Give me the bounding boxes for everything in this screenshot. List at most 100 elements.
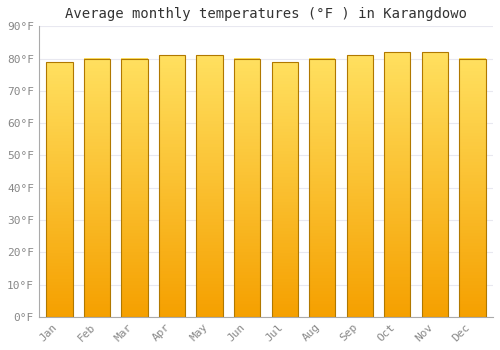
Bar [234, 243, 260, 246]
Bar [346, 166, 373, 170]
Bar [422, 191, 448, 194]
Bar [460, 214, 485, 217]
Bar [196, 81, 223, 85]
Bar [384, 284, 410, 287]
Bar [196, 68, 223, 72]
Bar [346, 189, 373, 192]
Bar [196, 225, 223, 229]
Bar [122, 94, 148, 97]
Bar [159, 209, 185, 212]
Bar [460, 97, 485, 100]
Bar [309, 75, 336, 78]
Bar [460, 142, 485, 146]
Bar [122, 291, 148, 294]
Bar [122, 159, 148, 162]
Bar [46, 138, 72, 141]
Bar [422, 244, 448, 247]
Bar [422, 112, 448, 115]
Bar [122, 265, 148, 268]
Bar [196, 274, 223, 278]
Bar [46, 97, 72, 100]
Bar [234, 133, 260, 136]
Bar [159, 166, 185, 170]
Bar [460, 75, 485, 78]
Bar [272, 132, 298, 135]
Bar [384, 303, 410, 307]
Bar [84, 113, 110, 117]
Bar [122, 230, 148, 233]
Bar [46, 314, 72, 317]
Bar [384, 300, 410, 303]
Bar [46, 272, 72, 275]
Bar [46, 71, 72, 75]
Bar [272, 205, 298, 208]
Bar [84, 172, 110, 175]
Bar [460, 104, 485, 107]
Bar [122, 197, 148, 201]
Bar [196, 169, 223, 173]
Bar [346, 130, 373, 134]
Bar [309, 226, 336, 230]
Bar [159, 254, 185, 258]
Bar [309, 184, 336, 188]
Bar [460, 220, 485, 223]
Bar [346, 62, 373, 65]
Bar [309, 97, 336, 100]
Bar [234, 149, 260, 152]
Bar [422, 204, 448, 208]
Bar [460, 284, 485, 288]
Bar [384, 188, 410, 191]
Bar [122, 191, 148, 194]
Bar [460, 110, 485, 113]
Bar [346, 219, 373, 222]
Bar [159, 290, 185, 294]
Bar [46, 215, 72, 218]
Bar [309, 191, 336, 194]
Bar [384, 141, 410, 145]
Bar [159, 114, 185, 118]
Bar [122, 175, 148, 178]
Bar [46, 75, 72, 78]
Bar [346, 215, 373, 219]
Bar [346, 258, 373, 261]
Bar [272, 282, 298, 285]
Bar [122, 268, 148, 272]
Bar [122, 81, 148, 84]
Bar [234, 217, 260, 220]
Bar [422, 294, 448, 297]
Bar [196, 179, 223, 183]
Bar [84, 159, 110, 162]
Bar [422, 310, 448, 314]
Bar [84, 255, 110, 259]
Bar [234, 130, 260, 133]
Bar [422, 211, 448, 214]
Bar [84, 175, 110, 178]
Bar [84, 262, 110, 265]
Bar [422, 131, 448, 135]
Bar [159, 65, 185, 68]
Bar [460, 149, 485, 152]
Bar [46, 192, 72, 196]
Bar [422, 168, 448, 171]
Bar [309, 272, 336, 275]
Bar [384, 274, 410, 277]
Bar [272, 125, 298, 129]
Bar [122, 110, 148, 113]
Bar [422, 178, 448, 181]
Bar [84, 104, 110, 107]
Bar [309, 194, 336, 197]
Bar [309, 130, 336, 133]
Bar [46, 224, 72, 228]
Bar [196, 88, 223, 91]
Bar [234, 201, 260, 204]
Bar [122, 204, 148, 207]
Bar [272, 275, 298, 279]
Bar [309, 201, 336, 204]
Bar [159, 313, 185, 317]
Bar [122, 275, 148, 278]
Bar [422, 197, 448, 201]
Bar [460, 226, 485, 230]
Bar [84, 214, 110, 217]
Bar [422, 62, 448, 65]
Bar [346, 278, 373, 281]
